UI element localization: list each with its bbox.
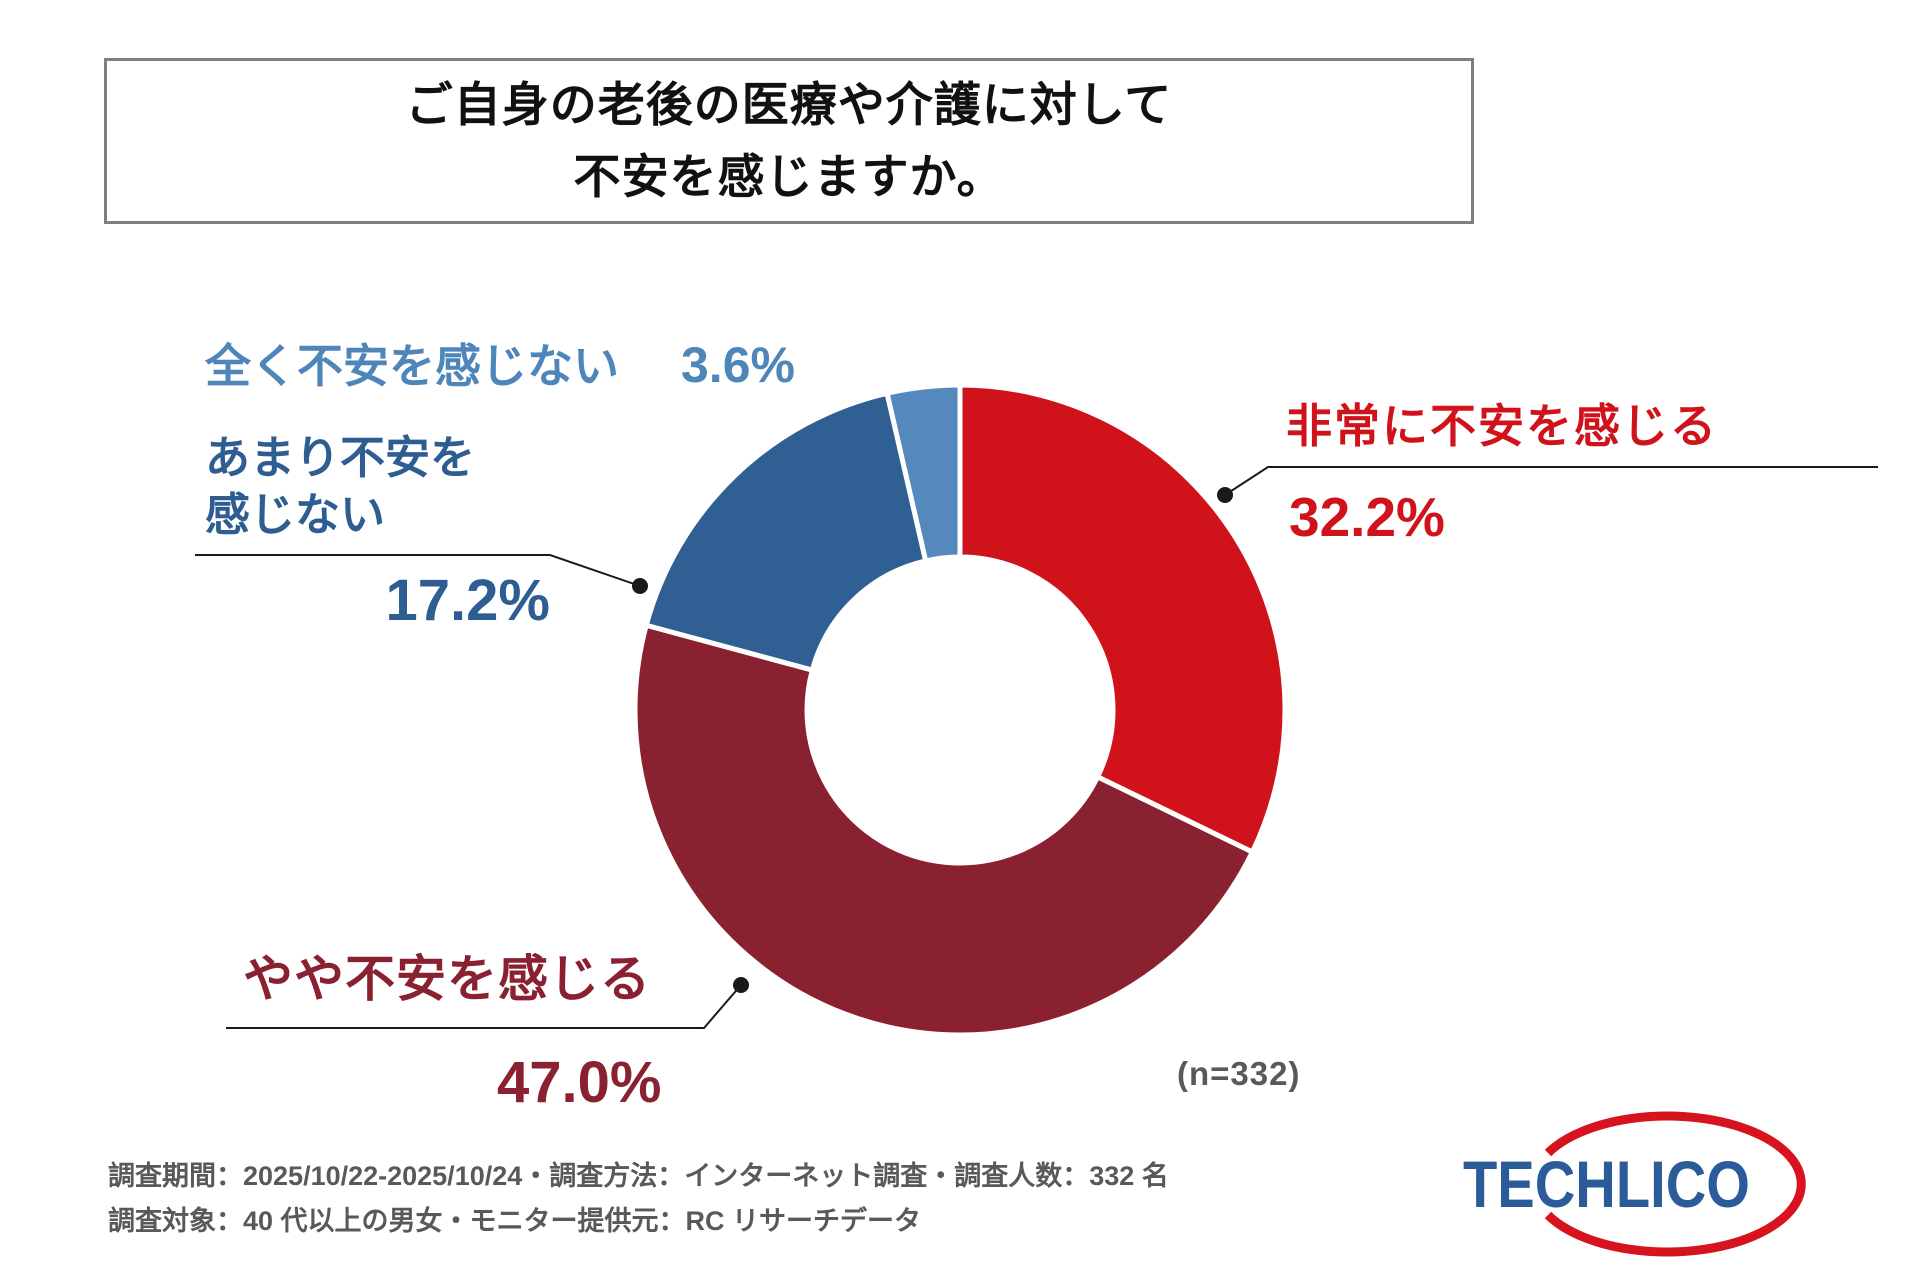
title-box: ご自身の老後の医療や介護に対して 不安を感じますか。: [104, 58, 1474, 224]
label-not-at-all-pct: 3.6%: [681, 337, 795, 393]
pie-segment-1: [632, 622, 1255, 1038]
label-somewhat-name: やや不安を感じる: [243, 951, 651, 1007]
donut-segments: [632, 382, 1288, 1038]
label-slightly-not-line1: あまり不安を: [205, 432, 476, 483]
survey-note-line2: 調査対象：40 代以上の男女・モニター提供元：RC リサーチデータ: [108, 1206, 922, 1236]
leader-line-slightly-not: [195, 554, 641, 587]
label-slightly-not-pct: 17.2%: [385, 568, 550, 633]
leader-line-strongly: [1224, 466, 1878, 496]
pie-segment-2: [643, 390, 929, 673]
leader-dot-strongly: [1217, 487, 1233, 503]
leader-dot-slightly-not: [632, 578, 648, 594]
sample-size-label: (n=332): [1177, 1055, 1301, 1092]
label-somewhat-pct: 47.0%: [497, 1050, 662, 1115]
logo-ellipse-icon: [1544, 1111, 1806, 1257]
pie-segment-3: [884, 382, 963, 564]
label-slightly-not-line2: 感じない: [205, 489, 386, 540]
leader-line-somewhat: [226, 984, 742, 1029]
leader-dot-somewhat: [733, 977, 749, 993]
leader-dots: [632, 487, 1233, 993]
label-strongly-pct: 32.2%: [1289, 486, 1445, 548]
leader-lines: [195, 466, 1878, 1029]
logo-text: TECHLICO: [1463, 1147, 1750, 1221]
label-strongly-name: 非常に不安を感じる: [1286, 400, 1718, 452]
label-not-at-all: 全く不安を感じない 3.6%: [205, 330, 795, 396]
survey-notes: 調査期間：2025/10/22-2025/10/24・調査方法：インターネット調…: [108, 1158, 1169, 1248]
page-title-line1: ご自身の老後の医療や介護に対して: [405, 78, 1173, 131]
pie-segment-0: [957, 382, 1288, 855]
techlico-logo: TECHLICO: [1463, 1111, 1806, 1257]
page-title-line2: 不安を感じますか。: [573, 150, 1005, 203]
label-not-at-all-name: 全く不安を感じない: [205, 340, 619, 392]
survey-note-line1: 調査期間：2025/10/22-2025/10/24・調査方法：インターネット調…: [108, 1161, 1169, 1191]
